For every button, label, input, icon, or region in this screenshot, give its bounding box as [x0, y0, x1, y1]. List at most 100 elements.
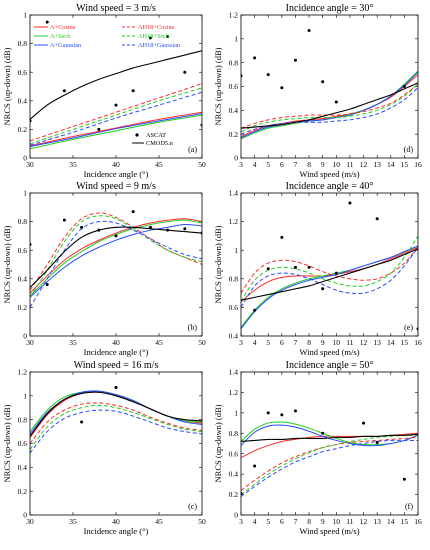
panel-letter: (c): [188, 502, 197, 511]
series-line-ah18-gaussian: [30, 220, 202, 308]
x-tick-label: 4: [253, 517, 257, 526]
y-tick-label: 0.4: [229, 332, 239, 341]
series-line-ah18-sech: [30, 87, 202, 145]
x-tick-label: 50: [198, 160, 206, 169]
x-tick-label: 7: [294, 338, 298, 347]
ascat-point: [131, 89, 135, 93]
series-line-ah18-gaussian: [241, 247, 418, 308]
ascat-point: [321, 287, 325, 291]
x-tick-label: 15: [401, 517, 409, 526]
ascat-point: [375, 217, 379, 221]
plot-frame: [29, 371, 203, 516]
ascat-point: [280, 235, 284, 239]
x-tick-label: 50: [198, 517, 206, 526]
x-tick-label: 11: [346, 517, 353, 526]
series-line-ah18-cosine: [30, 212, 202, 291]
x-axis-label: Wind speed (m/s): [299, 347, 359, 357]
series-line-a-sech: [30, 114, 202, 150]
y-tick-label: 0.4: [18, 463, 28, 472]
y-tick-label: 0: [234, 154, 238, 163]
y-tick-label: 0.2: [18, 303, 28, 312]
y-tick-label: 0.2: [18, 487, 28, 496]
ascat-point: [334, 271, 338, 275]
y-tick-label: 1: [234, 34, 238, 43]
legend-entry-ascat: ASCAT: [146, 132, 166, 139]
y-tick-label: 0.6: [18, 439, 28, 448]
x-tick-label: 7: [294, 517, 298, 526]
x-tick-label: 35: [69, 338, 77, 347]
x-tick-label: 35: [69, 160, 77, 169]
y-tick-label: 0.8: [229, 58, 239, 67]
x-tick-label: 45: [155, 338, 163, 347]
x-tick-label: 16: [414, 160, 422, 169]
ascat-point: [45, 283, 49, 287]
y-tick-label: 1: [23, 189, 27, 198]
ascat-point: [45, 20, 49, 24]
x-tick-label: 5: [266, 338, 270, 347]
series-line-a-cosine: [30, 111, 202, 147]
y-axis-label: NRCS (up-down) (dB): [213, 404, 223, 482]
x-tick-label: 3: [239, 338, 243, 347]
x-tick-label: 3: [239, 160, 243, 169]
ascat-point: [62, 218, 66, 222]
y-tick-label: 1: [234, 408, 238, 417]
panel-e: Incidence angle = 40° 3 4 5 6 7 8 9 10 11 12 13 14 15…: [213, 181, 422, 357]
series-line-cmod5-n: [241, 248, 418, 301]
x-axis-label: Incidence angle (°): [84, 169, 149, 179]
x-tick-label: 14: [387, 160, 395, 169]
x-axis-label: Wind speed (m/s): [299, 526, 359, 536]
y-tick-label: 1: [23, 391, 27, 400]
y-tick-label: 1.2: [18, 368, 28, 377]
y-tick-label: 1.2: [229, 217, 239, 226]
x-tick-label: 16: [414, 517, 422, 526]
y-tick-label: 0.6: [229, 303, 239, 312]
y-tick-label: 1.2: [229, 388, 239, 397]
ascat-point: [253, 308, 257, 312]
panel-letter: (a): [188, 145, 197, 154]
y-tick-label: 1.4: [229, 189, 239, 198]
legend-entry-cmod5n: CMOD5.n: [146, 140, 174, 147]
y-tick-label: 0.8: [229, 429, 239, 438]
ascat-point: [183, 70, 187, 74]
y-tick-label: 0.8: [18, 415, 28, 424]
panel-d: Incidence angle = 30°3 4 5 6 7 8 9 10 11 12 13 14 15…: [213, 3, 422, 179]
series-line-a-gaussian: [30, 223, 202, 298]
x-tick-label: 5: [266, 517, 270, 526]
series-line-ah18-sech: [241, 83, 418, 133]
plot-frame: [29, 14, 203, 159]
x-tick-label: 15: [401, 160, 409, 169]
y-tick-label: 0.6: [229, 82, 239, 91]
ascat-point: [280, 413, 284, 417]
x-tick-label: 12: [360, 160, 368, 169]
y-tick-label: 0.2: [229, 130, 239, 139]
plot-frame: [29, 192, 203, 337]
x-tick-label: 12: [360, 338, 368, 347]
ascat-point: [307, 28, 311, 32]
y-tick-label: 0.8: [18, 217, 28, 226]
panel-f: Incidence angle = 50°3 4 5 6 7 8 9 10 11 12 13 14 15…: [213, 360, 422, 536]
x-axis-label: Wind speed (m/s): [299, 169, 359, 179]
y-tick-label: 0.4: [18, 96, 28, 105]
x-tick-label: 40: [112, 517, 120, 526]
ascat-point: [80, 420, 84, 424]
x-tick-label: 35: [69, 517, 77, 526]
series-line-a-cosine: [30, 391, 202, 438]
x-tick-label: 6: [280, 160, 284, 169]
ascat-point: [348, 201, 352, 205]
ascat-point: [114, 103, 118, 107]
ascat-point: [402, 477, 406, 481]
x-tick-label: 16: [414, 338, 422, 347]
ascat-point: [97, 127, 101, 131]
series-line-ah18-cosine: [241, 83, 418, 129]
x-tick-label: 40: [112, 338, 120, 347]
ascat-point: [375, 440, 379, 444]
legend-entry-a-cosine: A+Cosine: [50, 24, 76, 31]
series-line-ah18-cosine: [241, 247, 418, 294]
x-tick-label: 4: [253, 160, 257, 169]
x-tick-label: 10: [333, 338, 341, 347]
x-tick-label: 3: [239, 517, 243, 526]
y-axis-label: NRCS (up-down) (dB): [2, 47, 12, 125]
series-line-ah18-sech: [241, 235, 418, 302]
ascat-point: [183, 227, 187, 231]
ascat-point: [266, 267, 270, 271]
